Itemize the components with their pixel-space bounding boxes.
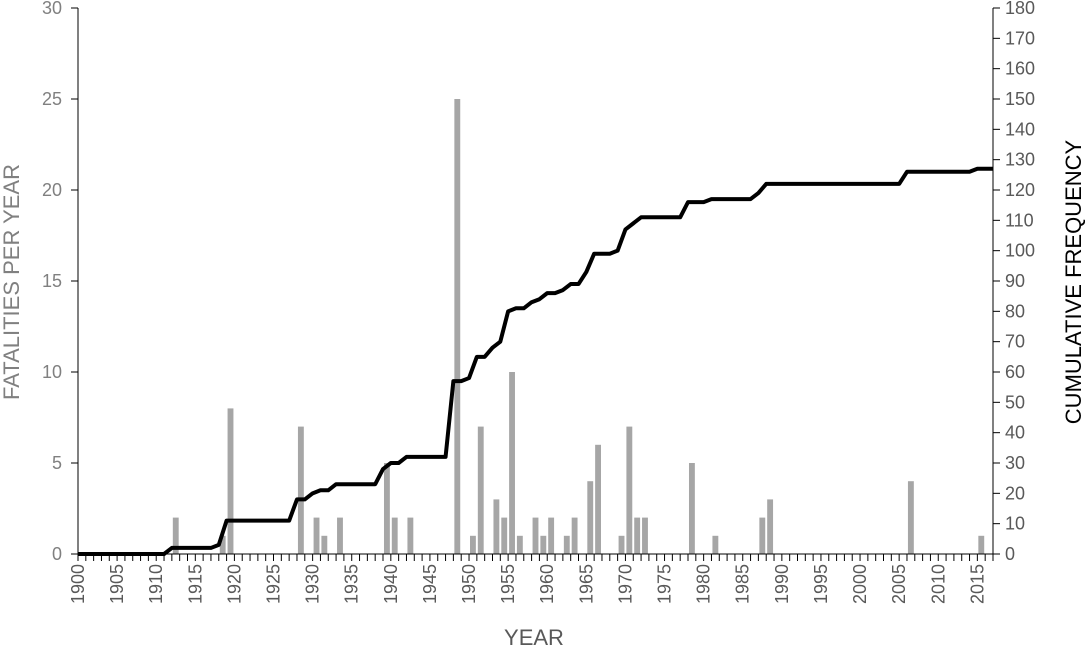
bar-series [172, 99, 985, 554]
right-y-tick-label-70: 70 [1005, 332, 1025, 352]
bar-1960 [548, 517, 555, 554]
right-y-tick-label-130: 130 [1005, 150, 1035, 170]
left-y-tick-label-30: 30 [42, 0, 62, 18]
right-y-tick-label-170: 170 [1005, 28, 1035, 48]
right-y-tick-label-110: 110 [1005, 210, 1034, 230]
bar-1933 [337, 517, 343, 554]
bar-1972 [642, 517, 648, 554]
right-y-tick-label-90: 90 [1005, 271, 1025, 291]
right-y-tick-label-50: 50 [1005, 392, 1025, 412]
bar-1981 [712, 535, 719, 554]
bar-1978 [688, 463, 695, 554]
bar-1958 [532, 517, 539, 554]
x-tick-label-1915: 1915 [185, 564, 205, 604]
right-y-tick-label-10: 10 [1005, 514, 1025, 534]
bar-1969 [618, 535, 625, 554]
bar-1930 [313, 517, 320, 554]
left-y-tick-label-0: 0 [52, 544, 62, 564]
bar-1954 [501, 517, 508, 554]
right-y-tick-label-20: 20 [1005, 483, 1025, 503]
x-axis-title: YEAR [504, 625, 564, 650]
bar-1955 [509, 372, 515, 554]
x-tick-label-1940: 1940 [381, 564, 401, 604]
bar-1971 [634, 517, 641, 554]
x-tick-label-1930: 1930 [303, 564, 323, 604]
right-y-tick-label-120: 120 [1005, 180, 1035, 200]
left-y-axis-title: FATALITIES PER YEAR [0, 164, 24, 400]
bar-1965 [587, 481, 594, 554]
left-y-tick-label-10: 10 [42, 362, 62, 382]
left-y-tick-label-25: 25 [42, 89, 62, 109]
bar-1963 [571, 517, 578, 554]
bar-1951 [477, 426, 484, 554]
bar-1956 [516, 535, 523, 554]
bar-1942 [407, 517, 414, 554]
right-y-tick-label-150: 150 [1005, 89, 1035, 109]
x-tick-label-2015: 2015 [967, 564, 987, 604]
x-tick-label-1920: 1920 [224, 564, 244, 604]
bar-1953 [493, 499, 500, 554]
x-tick-label-1955: 1955 [498, 564, 518, 604]
x-tick-label-1980: 1980 [694, 564, 714, 604]
x-tick-label-1900: 1900 [68, 564, 88, 604]
right-y-axis-title: CUMULATIVE FREQUENCY [1061, 139, 1085, 424]
left-y-tick-label-15: 15 [42, 271, 62, 291]
right-y-tick-label-100: 100 [1005, 241, 1035, 261]
bar-1928 [297, 426, 304, 554]
x-tick-label-1945: 1945 [420, 564, 440, 604]
bar-2006 [907, 481, 914, 554]
x-tick-label-1905: 1905 [107, 564, 127, 604]
x-tick-label-1990: 1990 [772, 564, 792, 604]
bar-1939 [383, 463, 390, 554]
bar-2015 [978, 535, 985, 554]
x-tick-label-2000: 2000 [850, 564, 870, 604]
bar-1931 [321, 535, 328, 554]
bar-1948 [454, 99, 461, 554]
x-tick-label-1960: 1960 [537, 564, 557, 604]
right-y-tick-label-30: 30 [1005, 453, 1025, 473]
bar-1940 [391, 517, 398, 554]
right-y-tick-label-80: 80 [1005, 301, 1025, 321]
bar-1918 [219, 535, 226, 554]
cumulative-frequency-line [78, 166, 993, 556]
bar-1950 [470, 535, 476, 554]
bar-1962 [563, 535, 570, 554]
x-tick-label-1995: 1995 [811, 564, 831, 604]
x-tick-label-1935: 1935 [342, 564, 362, 604]
x-tick-label-1950: 1950 [459, 564, 479, 604]
bar-1988 [767, 499, 774, 554]
x-tick-label-2010: 2010 [928, 564, 948, 604]
right-y-tick-label-40: 40 [1005, 423, 1025, 443]
left-y-tick-label-5: 5 [52, 453, 62, 473]
tick-labels: 1900 1905 1910 1915 1920 1925 1930 1935 1940 1945… [42, 0, 1035, 604]
cumulative-line-series [78, 166, 993, 556]
bar-1912 [172, 517, 179, 554]
x-tick-label-1910: 1910 [146, 564, 166, 604]
bar-1919 [227, 408, 234, 554]
right-y-tick-label-0: 0 [1005, 544, 1015, 564]
x-tick-label-1925: 1925 [264, 564, 284, 604]
right-y-tick-label-180: 180 [1005, 0, 1035, 18]
left-y-tick-label-20: 20 [42, 180, 62, 200]
x-tick-label-1970: 1970 [615, 564, 635, 604]
x-tick-label-1975: 1975 [655, 564, 675, 604]
bar-1970 [626, 426, 633, 554]
bar-1966 [595, 444, 601, 554]
right-y-tick-label-140: 140 [1005, 119, 1035, 139]
bar-1987 [759, 517, 766, 554]
x-tick-label-1965: 1965 [576, 564, 596, 604]
x-tick-label-1985: 1985 [733, 564, 753, 604]
x-tick-label-2005: 2005 [889, 564, 909, 604]
bar-1959 [540, 535, 547, 554]
right-y-tick-label-60: 60 [1005, 362, 1025, 382]
axes [71, 7, 1000, 561]
right-y-tick-label-160: 160 [1005, 59, 1035, 79]
